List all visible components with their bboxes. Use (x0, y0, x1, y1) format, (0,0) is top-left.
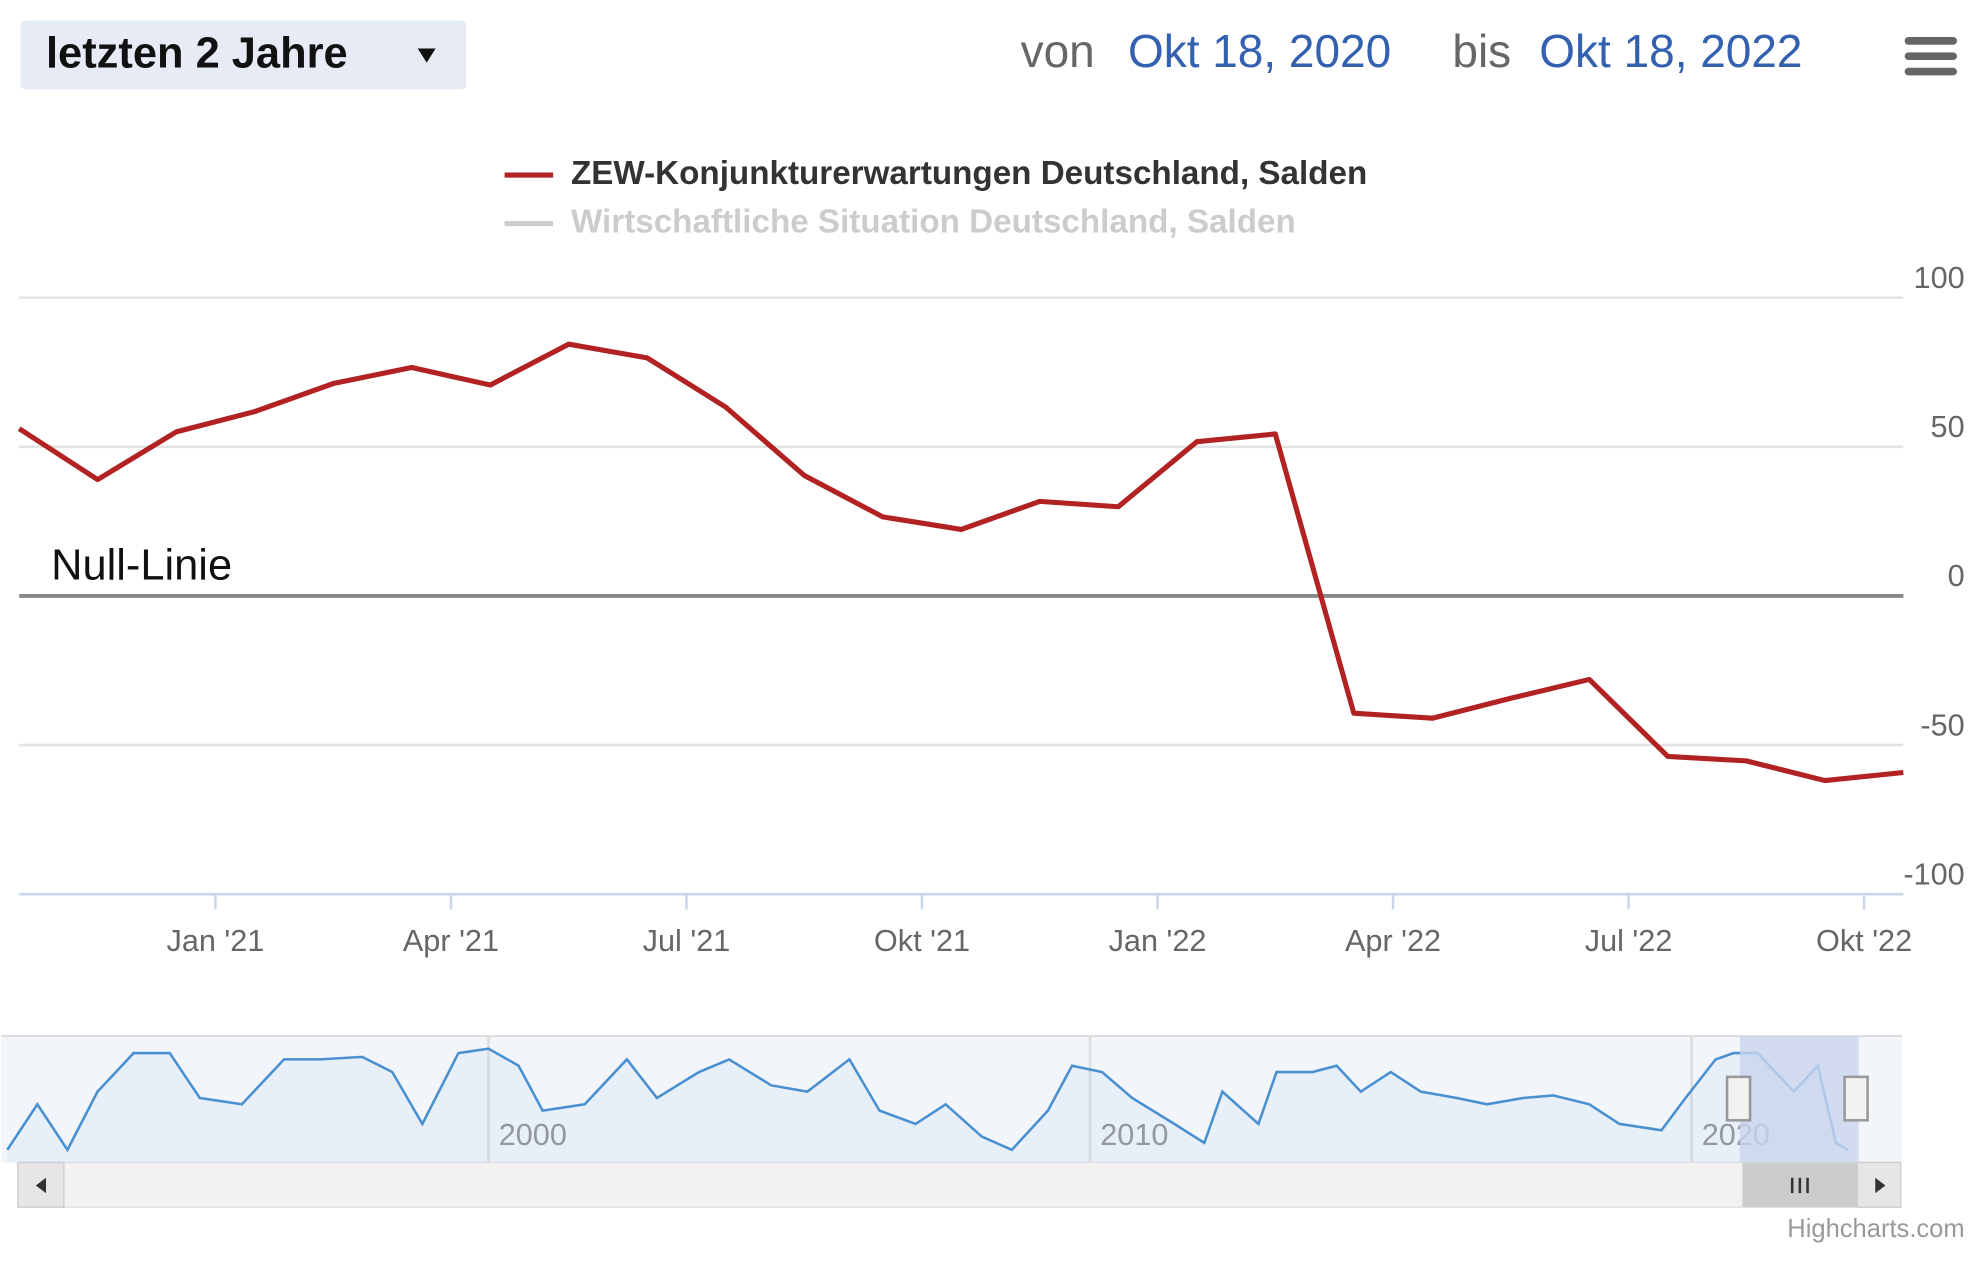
scrollbar-left[interactable] (17, 1161, 65, 1208)
y-tick-label: 100 (1914, 261, 1965, 295)
x-tick-label: Okt '21 (874, 924, 970, 958)
navigator-line (6, 1047, 1849, 1153)
x-tick-label: Jan '21 (167, 924, 265, 958)
menu-button[interactable] (1904, 37, 1958, 76)
navigator-tick-label: 2010 (1100, 1118, 1168, 1152)
dropdown-arrow[interactable] (417, 48, 436, 63)
to-label: bis (1452, 25, 1511, 77)
legend-label: ZEW-Konjunkturerwartungen Deutschland, S… (571, 155, 1367, 192)
y-tick-label: 50 (1931, 410, 1965, 444)
y-tick-label: -100 (1903, 857, 1964, 891)
range-button-label[interactable]: letzten 2 Jahre (46, 30, 348, 78)
x-tick-label: Jul '22 (1585, 924, 1673, 958)
navigator-area (7, 1048, 1848, 1163)
scroll-arrow (35, 1177, 46, 1194)
navigator-handle[interactable] (1843, 1075, 1869, 1122)
y-tick-label: -50 (1920, 708, 1964, 742)
navigator-background (1, 1036, 1903, 1163)
x-tick-label: Apr '21 (403, 924, 499, 958)
annotation: Null-Linie (51, 541, 232, 589)
scrollbar-grip (1790, 1177, 1809, 1194)
scroll-arrow (1875, 1177, 1886, 1194)
range-button[interactable] (20, 20, 467, 90)
x-tick-label: Jul '21 (643, 924, 731, 958)
y-tick-label: 0 (1948, 559, 1965, 593)
from-date[interactable]: Okt 18, 2020 (1128, 25, 1391, 77)
from-label: von (1021, 25, 1095, 77)
navigator-tick-label: 2000 (499, 1118, 567, 1152)
legend-label: Wirtschaftliche Situation Deutschland, S… (571, 203, 1296, 240)
scrollbar-track[interactable] (17, 1161, 1902, 1208)
navigator-selection[interactable] (1739, 1036, 1859, 1163)
x-tick-label: Jan '22 (1109, 924, 1207, 958)
to-date[interactable]: Okt 18, 2022 (1539, 25, 1802, 77)
series-line (17, 341, 1904, 784)
navigator-handle[interactable] (1725, 1075, 1752, 1122)
x-tick-label: Apr '22 (1345, 924, 1441, 958)
credit[interactable]: Highcharts.com (1787, 1215, 1964, 1243)
x-tick-label: Okt '22 (1816, 924, 1912, 958)
